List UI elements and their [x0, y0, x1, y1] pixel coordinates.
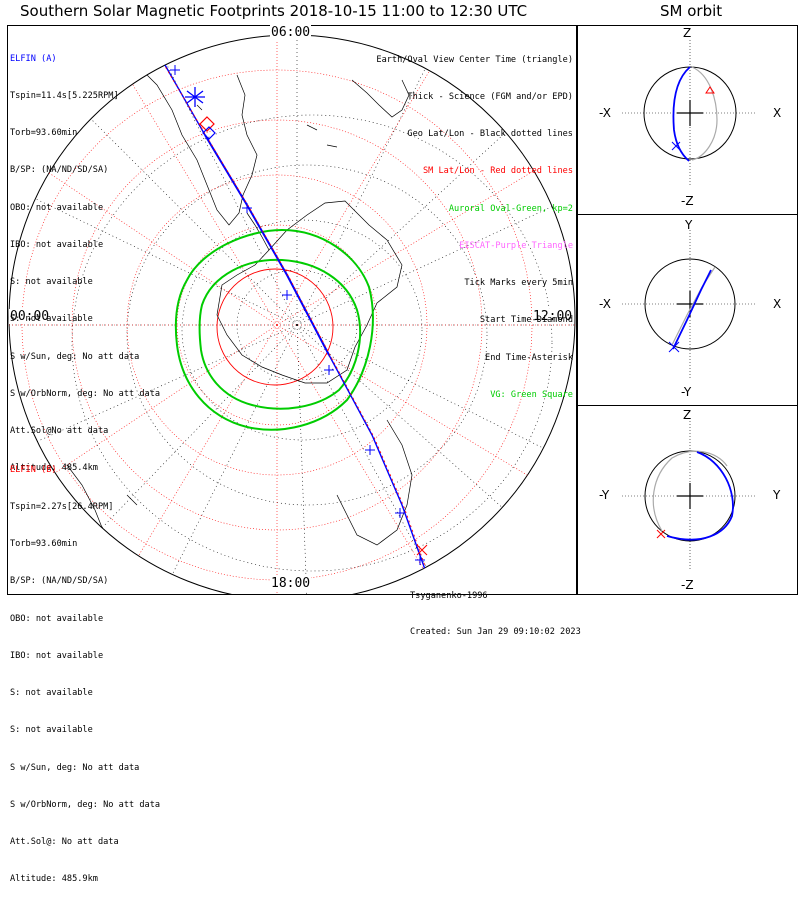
elfin-b-info: ELFIN (B) Tspin=2.27s[26.4RPM] Torb=93.6…	[10, 439, 160, 898]
center-marker	[202, 126, 216, 140]
south-america	[136, 64, 258, 226]
elfin-a-line: S: not available	[10, 277, 93, 288]
elfin-a-name: ELFIN (A)	[10, 53, 57, 64]
africa-tip	[351, 79, 410, 118]
end-asterisk	[185, 87, 205, 107]
xy-axis-left: -X	[599, 297, 611, 311]
yz-axis-bottom: -Z	[681, 578, 694, 592]
elfin-a-line: IBO: not available	[10, 239, 104, 250]
orbit-divider-2	[577, 405, 798, 406]
orbit-divider-1	[577, 214, 798, 215]
orbit-panel-xz	[622, 40, 757, 185]
legend-entry: Start Time-Diamond	[479, 315, 573, 326]
clock-label-left: 00:00	[9, 309, 51, 324]
elfin-b-line: S w/Sun, deg: No att data	[10, 762, 140, 773]
clock-label-top: 06:00	[270, 25, 312, 40]
elfin-b-line: Tspin=2.27s[26.4RPM]	[10, 502, 114, 513]
orbit-panel-yz	[622, 421, 757, 571]
elfin-a-line: Altitude: 485.4km	[10, 463, 98, 474]
legend-entry: Tick Marks every 5min	[464, 278, 573, 289]
elfin-b-line: Torb=93.60min	[10, 539, 78, 550]
xy-axis-bottom: -Y	[681, 385, 692, 399]
orbit-title: SM orbit	[660, 2, 723, 20]
xz-axis-bottom: -Z	[681, 194, 694, 208]
start-diamond	[199, 116, 215, 132]
yz-axis-left: -Y	[599, 488, 610, 502]
elfin-a-line: B/SP: (NA/ND/SD/SA)	[10, 165, 109, 176]
sm-polar-circle	[216, 268, 334, 386]
antarctic-peninsula	[246, 212, 270, 251]
elfin-b-line: B/SP: (NA/ND/SD/SA)	[10, 576, 109, 587]
elfin-b-name: ELFIN (B)	[10, 464, 57, 475]
footprint-map	[8, 34, 576, 595]
elfin-b-line: IBO: not available	[10, 650, 104, 661]
footer: Tsyganenko-1996 Created: Sun Jan 29 09:1…	[410, 566, 581, 650]
orbit-panels-frame	[577, 25, 798, 595]
elfin-a-line: Torb=93.60min	[10, 128, 78, 139]
xz-axis-right: X	[773, 106, 782, 120]
antarctica-coast	[216, 200, 403, 384]
legend: Earth/Oval View Center Time (triangle) T…	[376, 29, 573, 414]
orbit-panel-xy	[622, 230, 757, 380]
legend-entry: VG: Green Square	[490, 389, 573, 400]
legend-entry: Thick - Science (FGM and/or EPD)	[407, 92, 573, 103]
elfin-b-line: S w/OrbNorm, deg: No att data	[10, 799, 161, 810]
model-credit: Tsyganenko-1996	[410, 591, 488, 601]
legend-entry: End Time-Asterisk	[485, 352, 573, 363]
legend-entry: SM Lat/Lon - Red dotted lines	[422, 166, 573, 177]
clock-label-right: 12:00	[532, 309, 574, 324]
elfin-a-line: S: not available	[10, 314, 93, 325]
legend-entry: Earth/Oval View Center Time (triangle)	[376, 54, 573, 65]
yz-axis-right: Y	[773, 488, 781, 502]
legend-entry: Geo Lat/Lon - Black dotted lines	[407, 129, 573, 140]
tick-marks	[170, 65, 425, 565]
elfin-b-line: Altitude: 485.9km	[10, 874, 98, 885]
legend-entry: Auroral Oval-Green, kp=2	[448, 203, 573, 214]
elfin-b-line: S: not available	[10, 725, 93, 736]
page-title: Southern Solar Magnetic Footprints 2018-…	[20, 2, 528, 20]
xz-axis-left: -X	[599, 106, 611, 120]
elfin-a-line: OBO: not available	[10, 202, 104, 213]
end-asterisk-b	[416, 544, 428, 556]
elfin-a-line: S w/Sun, deg: No att data	[10, 351, 140, 362]
elfin-b-line: S: not available	[10, 688, 93, 699]
oval-inner	[198, 258, 362, 410]
elfin-b-line: OBO: not available	[10, 613, 104, 624]
oval-outer	[174, 228, 374, 431]
xy-axis-right: X	[773, 297, 782, 311]
elfin-a-line: S w/OrbNorm, deg: No att data	[10, 388, 161, 399]
elfin-a-info: ELFIN (A) Tspin=11.4s[5.225RPM] Torb=93.…	[10, 28, 160, 487]
elfin-a-line: Att.Sol@No att data	[10, 426, 109, 436]
yz-axis-top: Z	[683, 408, 692, 422]
xz-axis-top: Z	[683, 26, 692, 40]
elfin-a-line: Tspin=11.4s[5.225RPM]	[10, 91, 119, 102]
elfin-b-line: Att.Sol@: No att data	[10, 837, 119, 847]
islands	[126, 104, 338, 506]
sm-grid	[9, 35, 575, 595]
elfin-a-trace	[164, 64, 428, 576]
created-timestamp: Created: Sun Jan 29 09:10:02 2023	[410, 627, 581, 637]
clock-label-bottom: 18:00	[270, 576, 312, 591]
australia	[336, 419, 413, 546]
legend-entry: EISCAT-Purple Triangle	[459, 240, 573, 251]
xy-axis-top: Y	[685, 218, 693, 232]
